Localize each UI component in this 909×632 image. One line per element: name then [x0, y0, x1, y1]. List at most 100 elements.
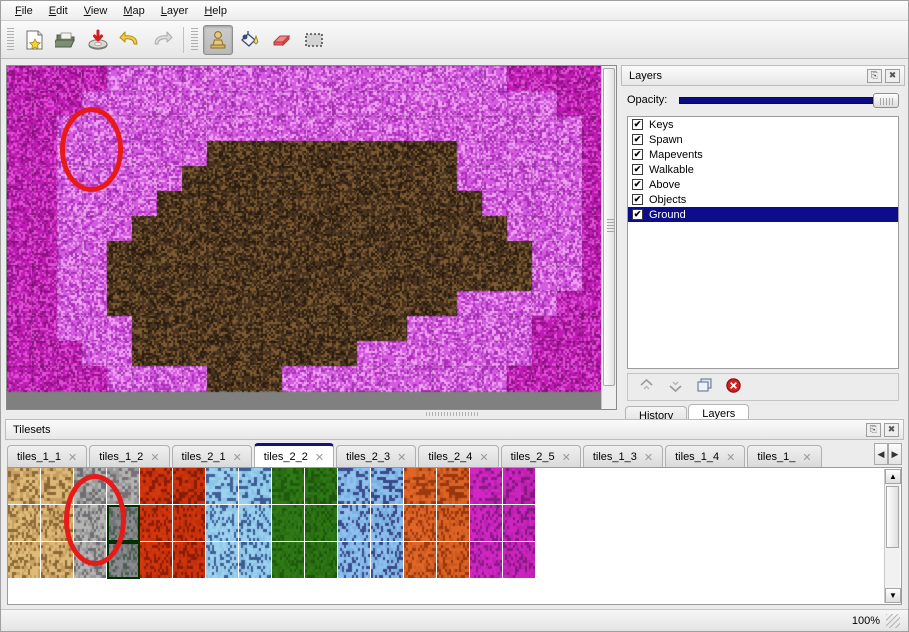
tileset-scroll-thumb[interactable] — [886, 486, 899, 548]
tileset-tile[interactable] — [272, 542, 305, 579]
tileset-tab[interactable]: tiles_2_3 ✕ — [336, 445, 417, 468]
tileset-tile[interactable] — [74, 505, 107, 542]
menu-edit[interactable]: Edit — [48, 4, 68, 17]
layer-row[interactable]: ✔ Objects — [628, 192, 898, 207]
tileset-tile[interactable] — [206, 579, 239, 604]
tileset-tab-strip[interactable]: tiles_1_1 ✕ tiles_1_2 ✕ tiles_2_1 ✕ tiles_2_2 ✕… — [7, 442, 902, 468]
duplicate-layer-icon[interactable] — [696, 377, 713, 397]
toolbar-grip-1[interactable] — [7, 27, 14, 52]
layer-visibility-checkbox[interactable]: ✔ — [632, 209, 643, 220]
layer-row[interactable]: ✔ Walkable — [628, 162, 898, 177]
tileset-tab-close-icon[interactable]: ✕ — [397, 451, 407, 464]
tileset-tile[interactable] — [239, 505, 272, 542]
scroll-down-icon[interactable]: ▼ — [885, 588, 901, 603]
tab-scroll-left-icon[interactable]: ◀ — [874, 443, 888, 465]
tileset-tile[interactable] — [107, 542, 140, 579]
map-canvas[interactable] — [7, 66, 601, 394]
menu-help[interactable]: Help — [204, 4, 227, 17]
tileset-tile[interactable] — [470, 468, 503, 505]
layer-visibility-checkbox[interactable]: ✔ — [632, 194, 643, 205]
tileset-tile[interactable] — [371, 505, 404, 542]
tileset-tab[interactable]: tiles_2_1 ✕ — [171, 445, 252, 468]
layer-list[interactable]: ✔ Keys ✔ Spawn ✔ Mapevents ✔ Walkable ✔ Above ✔ Obj… — [627, 116, 899, 369]
tileset-tile[interactable] — [470, 505, 503, 542]
tileset-tile[interactable] — [338, 579, 371, 604]
tileset-tile[interactable] — [8, 505, 41, 542]
rectangle-select-tool[interactable] — [299, 25, 329, 55]
tileset-tile[interactable] — [140, 505, 173, 542]
tileset-tile[interactable] — [437, 542, 470, 579]
toolbar-grip-2[interactable] — [191, 27, 198, 52]
tileset-tile[interactable] — [305, 468, 338, 505]
tileset-tile[interactable] — [74, 468, 107, 505]
layer-visibility-checkbox[interactable]: ✔ — [632, 164, 643, 175]
tileset-tile[interactable] — [305, 505, 338, 542]
tileset-tab-close-icon[interactable]: ✕ — [479, 451, 489, 464]
tileset-tile[interactable] — [437, 468, 470, 505]
tileset-tile[interactable] — [41, 542, 74, 579]
tileset-tile[interactable] — [239, 579, 272, 604]
bucket-fill-tool[interactable] — [235, 25, 265, 55]
tab-scroll-right-icon[interactable]: ▶ — [888, 443, 902, 465]
tileset-tab[interactable]: tiles_2_5 ✕ — [500, 445, 581, 468]
close-icon[interactable]: ✖ — [885, 68, 900, 83]
tileset-tab[interactable]: tiles_1_4 ✕ — [665, 445, 746, 468]
tilesets-float-icon[interactable]: ⎘ — [866, 422, 881, 437]
tileset-tab[interactable]: tiles_1_3 ✕ — [582, 445, 664, 468]
canvas-vertical-scrollbar[interactable] — [601, 66, 616, 409]
map-canvas-viewport[interactable] — [6, 65, 617, 410]
move-layer-down-icon[interactable] — [667, 377, 684, 397]
tileset-tile[interactable] — [272, 468, 305, 505]
undo-button[interactable] — [115, 25, 145, 55]
tileset-tile[interactable] — [8, 468, 41, 505]
float-icon[interactable]: ⎘ — [867, 68, 882, 83]
menu-view[interactable]: View — [83, 4, 108, 17]
tileset-tile[interactable] — [8, 542, 41, 579]
tileset-tile[interactable] — [338, 505, 371, 542]
tileset-tile[interactable] — [503, 505, 536, 542]
layer-row[interactable]: ✔ Mapevents — [628, 147, 898, 162]
tileset-tile[interactable] — [173, 542, 206, 579]
menu-map[interactable]: Map — [123, 4, 145, 17]
tileset-tile[interactable] — [140, 468, 173, 505]
tileset-tile[interactable] — [74, 579, 107, 604]
layer-row[interactable]: ✔ Keys — [628, 117, 898, 132]
tileset-tile[interactable] — [404, 542, 437, 579]
tileset-tab-close-icon[interactable]: ✕ — [726, 451, 736, 464]
tileset-tile[interactable] — [503, 579, 536, 604]
menu-file[interactable]: File — [15, 4, 33, 17]
tileset-tile[interactable] — [272, 579, 305, 604]
tileset-tile[interactable] — [404, 579, 437, 604]
tileset-vertical-scrollbar[interactable]: ▲ ▼ — [884, 469, 901, 603]
tileset-tile[interactable] — [371, 579, 404, 604]
tilesets-close-icon[interactable]: ✖ — [884, 422, 899, 437]
tileset-tab-close-icon[interactable]: ✕ — [314, 451, 325, 464]
tileset-tile[interactable] — [173, 468, 206, 505]
tileset-tile[interactable] — [74, 542, 107, 579]
tileset-tile[interactable] — [371, 542, 404, 579]
tileset-tile[interactable] — [206, 505, 239, 542]
tileset-tab[interactable]: tiles_1_2 ✕ — [89, 445, 170, 468]
tileset-tile[interactable] — [140, 579, 173, 604]
tileset-tile[interactable] — [239, 542, 272, 579]
tileset-tab[interactable]: tiles_1_ ✕ — [747, 445, 822, 468]
redo-button[interactable] — [147, 25, 177, 55]
tileset-tile[interactable] — [41, 468, 74, 505]
layer-row[interactable]: ✔ Ground — [628, 207, 898, 222]
horizontal-splitter[interactable] — [1, 411, 908, 417]
tileset-tile[interactable] — [140, 542, 173, 579]
opacity-slider-thumb[interactable] — [873, 93, 899, 108]
tileset-tab-close-icon[interactable]: ✕ — [68, 451, 78, 464]
tileset-tile[interactable] — [338, 542, 371, 579]
tileset-tile[interactable] — [404, 468, 437, 505]
tileset-view[interactable]: ▲ ▼ — [7, 467, 902, 605]
tileset-tile[interactable] — [41, 505, 74, 542]
open-map-button[interactable] — [51, 25, 81, 55]
layer-visibility-checkbox[interactable]: ✔ — [632, 134, 643, 145]
layer-visibility-checkbox[interactable]: ✔ — [632, 119, 643, 130]
tileset-tile[interactable] — [503, 542, 536, 579]
tileset-tile[interactable] — [8, 579, 41, 604]
move-layer-up-icon[interactable] — [638, 377, 655, 397]
tileset-tab[interactable]: tiles_2_2 ✕ — [253, 443, 335, 468]
tileset-tile[interactable] — [206, 468, 239, 505]
